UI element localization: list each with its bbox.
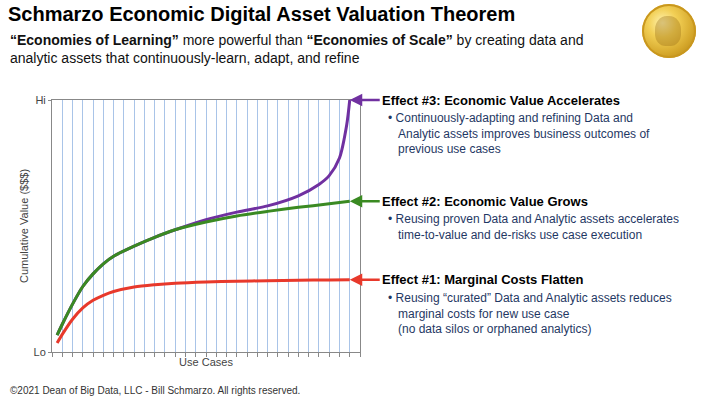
svg-text:Use Cases: Use Cases	[179, 356, 233, 368]
svg-text:• Reusing “curated” Data and A: • Reusing “curated” Data and Analytic as…	[388, 291, 672, 336]
svg-text:Effect #1: Marginal Costs Flat: Effect #1: Marginal Costs Flatten	[382, 272, 584, 287]
svg-text:Effect #3: Economic Value Acce: Effect #3: Economic Value Accelerates	[382, 93, 620, 108]
svg-text:Effect #2: Economic Value Grow: Effect #2: Economic Value Grows	[382, 194, 588, 209]
svg-text:Hi: Hi	[35, 94, 45, 106]
svg-text:Schmarzo Economic Digital Asse: Schmarzo Economic Digital Asset Valuatio…	[8, 3, 515, 25]
svg-text:Lo: Lo	[34, 346, 46, 358]
svg-text:©2021 Dean of Big Data, LLC -: ©2021 Dean of Big Data, LLC - Bill Schma…	[10, 385, 300, 396]
svg-text:• Reusing proven Data and Anal: • Reusing proven Data and Analytic asset…	[388, 212, 679, 242]
svg-text:“Economies of Learning” more p: “Economies of Learning” more powerful th…	[10, 32, 583, 66]
svg-text:• Continuously-adapting and re: • Continuously-adapting and refining Dat…	[388, 111, 650, 156]
svg-text:Cumulative Value ($$$): Cumulative Value ($$$)	[18, 169, 30, 283]
